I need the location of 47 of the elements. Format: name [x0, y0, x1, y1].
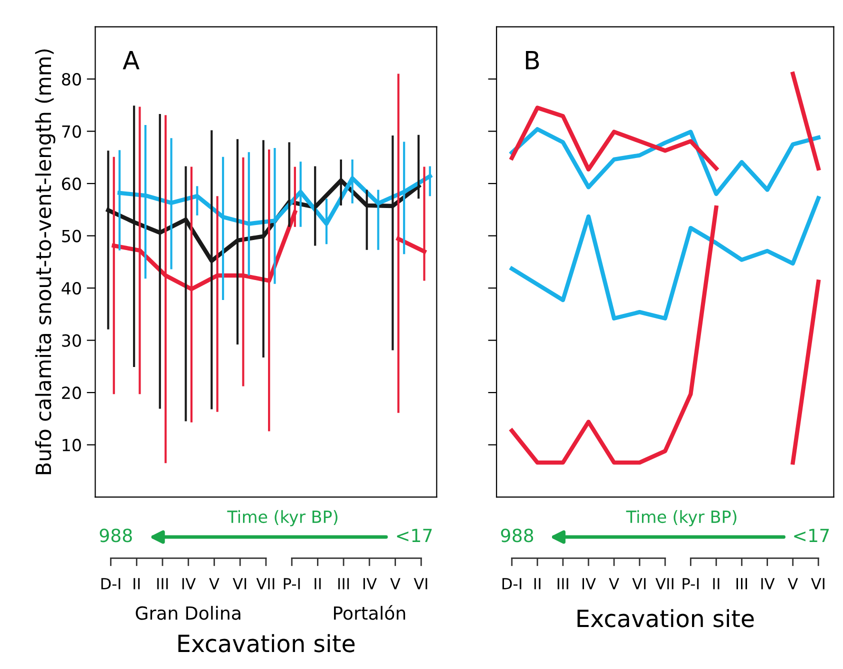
text: 988 [100, 528, 132, 542]
x-tick-label: V [390, 578, 400, 590]
text: Time (kyr BP) [227, 510, 338, 526]
y-tick-label: 60 [62, 177, 81, 190]
x-tick-label: II [134, 578, 140, 590]
text: Portalón [334, 605, 406, 620]
text: Gran Dolina [136, 606, 240, 620]
x-tick-label: V [788, 578, 798, 590]
y-tick-label: 30 [62, 334, 81, 347]
x-tick-label: VII [656, 578, 674, 590]
x-axis-title: Excavation site [178, 634, 355, 652]
y-tick-label: 50 [62, 230, 81, 242]
x-tick-label: P-I [682, 578, 699, 590]
annotation: B [526, 51, 539, 70]
x-tick-label: IV [582, 578, 596, 590]
y-tick-label: 80 [62, 72, 81, 86]
x-tick-label: VII [256, 578, 274, 590]
x-tick-label: II [713, 578, 720, 590]
x-tick-label: III [736, 578, 748, 590]
text: <17 [794, 528, 829, 542]
text: <17 [397, 528, 432, 542]
x-tick-label: P-I [284, 578, 300, 590]
y-axis-title: Bufo calamita snout-to-vent-length (mm) [35, 49, 56, 474]
x-tick-label: II [314, 578, 321, 590]
x-tick-label: III [558, 578, 568, 590]
x-axis-title: Excavation site [578, 609, 754, 628]
y-tick-label: 10 [62, 438, 81, 452]
x-tick-label: VI [414, 578, 428, 590]
x-tick-label: D-I [101, 578, 120, 590]
x-tick-label: V [608, 578, 620, 590]
x-tick-label: II [534, 578, 540, 590]
x-tick-label: IV [182, 578, 196, 590]
y-tick-label: 70 [62, 125, 81, 138]
x-tick-label: IV [363, 578, 377, 590]
y-tick-label: 40 [62, 282, 81, 295]
x-tick-label: III [157, 578, 168, 590]
x-tick-label: VI [811, 578, 824, 590]
annotation: A [122, 51, 140, 70]
x-tick-label: IV [761, 578, 775, 590]
x-tick-label: D-I [502, 578, 522, 590]
x-tick-label: VI [232, 578, 246, 590]
x-tick-label: III [338, 578, 349, 590]
text: Time (kyr BP) [626, 510, 736, 526]
y-tick-label: 20 [62, 386, 81, 400]
text: 988 [501, 528, 534, 542]
x-tick-label: VI [632, 578, 646, 590]
x-tick-label: V [209, 578, 220, 590]
